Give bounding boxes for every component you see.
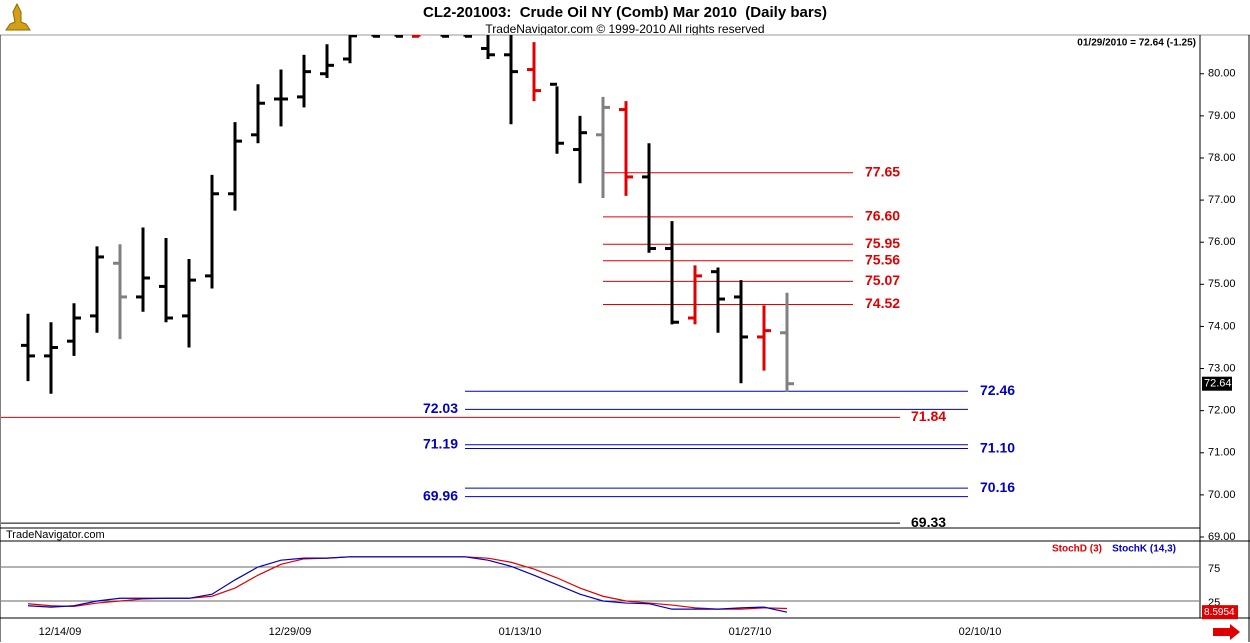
last-info: 01/29/2010 = 72.64 (-1.25): [1077, 38, 1196, 49]
y-tick-label: 77.00: [1208, 194, 1236, 206]
y-tick-label: 69.00: [1208, 531, 1236, 543]
chart-title: CL2-201003: Crude Oil NY (Comb) Mar 2010…: [423, 4, 827, 21]
y-tick-label: 78.00: [1208, 152, 1236, 164]
price-panel: [1, 35, 968, 524]
y-tick-label: 79.00: [1208, 110, 1236, 122]
last-price-label: 72.64: [1204, 378, 1232, 390]
last-value-box: [1202, 605, 1238, 620]
x-tick-label: 02/10/10: [959, 626, 1002, 638]
level-label: 70.16: [980, 479, 1015, 495]
stoch-line: [27, 556, 788, 613]
last-value-label: 8.5954: [1204, 607, 1235, 618]
scroll-arrow[interactable]: [1213, 624, 1240, 640]
level-label: 76.60: [865, 208, 900, 224]
level-label: 71.10: [980, 439, 1015, 455]
y-tick-label: 72.00: [1208, 405, 1236, 417]
level-label: 69.33: [911, 514, 946, 530]
level-label: 74.52: [865, 295, 900, 311]
y-tick-label: 71.00: [1208, 447, 1236, 459]
level-label: 72.46: [980, 382, 1015, 398]
level-label: 75.07: [865, 272, 900, 288]
y-tick-label: 73.00: [1208, 362, 1236, 374]
x-tick-label: 12/29/09: [269, 626, 312, 638]
x-tick-label: 01/27/10: [729, 626, 772, 638]
level-label: 72.03: [423, 400, 458, 416]
level-label: 77.65: [865, 163, 900, 179]
level-label: 75.95: [865, 235, 900, 251]
x-tick-label: 12/14/09: [39, 626, 82, 638]
level-label: 69.96: [423, 487, 458, 503]
watermark: TradeNavigator.com: [6, 529, 105, 541]
legend-entry: StochD (3): [1052, 544, 1102, 555]
y-tick-label: 75.00: [1208, 278, 1236, 290]
level-label: 75.56: [865, 251, 900, 267]
y-tick-label: 76.00: [1208, 236, 1236, 248]
last-price-box: [1202, 376, 1232, 391]
axes: 69.00 70.00 71.00 72.00 73.00 74.00 75.00 76.00…: [39, 68, 1238, 638]
y-tick-label: 70.00: [1208, 489, 1236, 501]
legend-entry: StochK (14,3): [1112, 544, 1176, 555]
x-tick-label: 01/13/10: [499, 626, 542, 638]
level-label: 71.19: [423, 435, 458, 451]
subtitle: TradeNavigator.com © 1999-2010 All right…: [485, 22, 764, 36]
y-tick-label: 74.00: [1208, 320, 1236, 332]
y-tick-label: 80.00: [1208, 68, 1236, 80]
stochastic-panel: [1, 556, 1199, 613]
logo: [5, 2, 31, 31]
y-tick-label: 75: [1208, 563, 1220, 575]
level-label: 71.84: [911, 408, 946, 424]
